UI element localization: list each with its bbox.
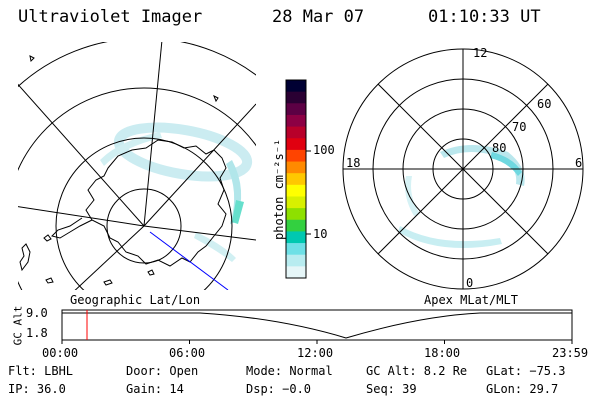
door-status: Door: Open: [126, 364, 199, 378]
timeline-ytick-9: 9.0: [26, 306, 48, 320]
mlt-label-0: 0: [466, 276, 474, 290]
timeline-xtick-0000: 00:00: [42, 346, 79, 360]
spacecraft-ground-track: [149, 231, 229, 290]
mlat-label-60: 60: [537, 97, 552, 111]
color-bar: [286, 80, 306, 279]
observation-time: 01:10:33 UT: [428, 7, 541, 27]
colorbar-segment: [286, 114, 306, 128]
colorbar-segment: [286, 149, 306, 163]
colorbar-tick-100: 100: [313, 143, 335, 157]
dsp-status: Dsp: −0.0: [246, 382, 312, 396]
islands: [29, 55, 219, 286]
geographic-map: [18, 42, 256, 290]
timeline-ticks: [61, 340, 573, 344]
mlat-label-70: 70: [512, 120, 527, 134]
mlat-mlt-map: [342, 48, 584, 290]
colorbar-segment: [286, 103, 306, 116]
timeline-xtick-0600: 06:00: [169, 346, 206, 360]
timeline-xtick-2359: 23:59: [552, 346, 589, 360]
colorbar-segment: [286, 231, 306, 244]
colorbar-tick-10: 10: [313, 227, 328, 241]
altitude-curve: [62, 312, 572, 339]
colorbar-segment: [286, 126, 306, 139]
apex-caption: Apex MLat/MLT: [424, 293, 518, 307]
colorbar-segment: [286, 219, 306, 232]
colorbar-segment: [286, 243, 306, 256]
colorbar-segment: [286, 80, 306, 93]
timeline-xtick-1800: 18:00: [424, 346, 461, 360]
instrument-title: Ultraviolet Imager: [18, 7, 203, 27]
auroral-oval-left: [100, 122, 253, 262]
mlt-label-12: 12: [473, 46, 488, 60]
timeline-ylabel: GC Alt: [11, 305, 25, 346]
colorbar-segment: [286, 173, 306, 186]
colorbar-segment: [286, 91, 306, 104]
geographic-caption: Geographic Lat/Lon: [70, 293, 201, 307]
mlt-label-18: 18: [346, 156, 361, 170]
antarctic-peninsula: [51, 217, 93, 239]
auroral-oval-right: [398, 145, 525, 248]
mlt-lines: [343, 49, 583, 289]
altitude-timeline: [61, 309, 573, 344]
observation-date: 28 Mar 07: [272, 7, 365, 27]
latitude-circles: [18, 42, 256, 290]
sequence-status: Seq: 39: [366, 382, 417, 396]
glon-status: GLon: 29.7: [486, 382, 559, 396]
colorbar-unit-label: photon cm⁻²s⁻¹: [272, 138, 286, 240]
colorbar-segment: [286, 184, 306, 197]
timeline-xtick-1200: 12:00: [297, 346, 334, 360]
glat-status: GLat: −75.3: [486, 364, 566, 378]
filter-status: Flt: LBHL: [8, 364, 74, 378]
colorbar-segment: [286, 196, 306, 209]
gain-status: Gain: 14: [126, 382, 184, 396]
colorbar-segment: [286, 138, 306, 151]
south-america-tip: [19, 243, 31, 272]
colorbar-segment: [286, 208, 306, 221]
ip-status: IP: 36.0: [8, 382, 66, 396]
mlat-label-80: 80: [492, 141, 507, 155]
mlt-label-6: 6: [575, 156, 583, 170]
colorbar-segment: [286, 254, 306, 267]
timeline-ytick-1.8: 1.8: [26, 326, 48, 340]
colorbar-segment: [286, 161, 306, 174]
mode-status: Mode: Normal: [246, 364, 333, 378]
gc-altitude-status: GC Alt: 8.2 Re: [366, 364, 468, 378]
colorbar-segment: [286, 266, 306, 279]
longitude-lines: [18, 42, 256, 290]
